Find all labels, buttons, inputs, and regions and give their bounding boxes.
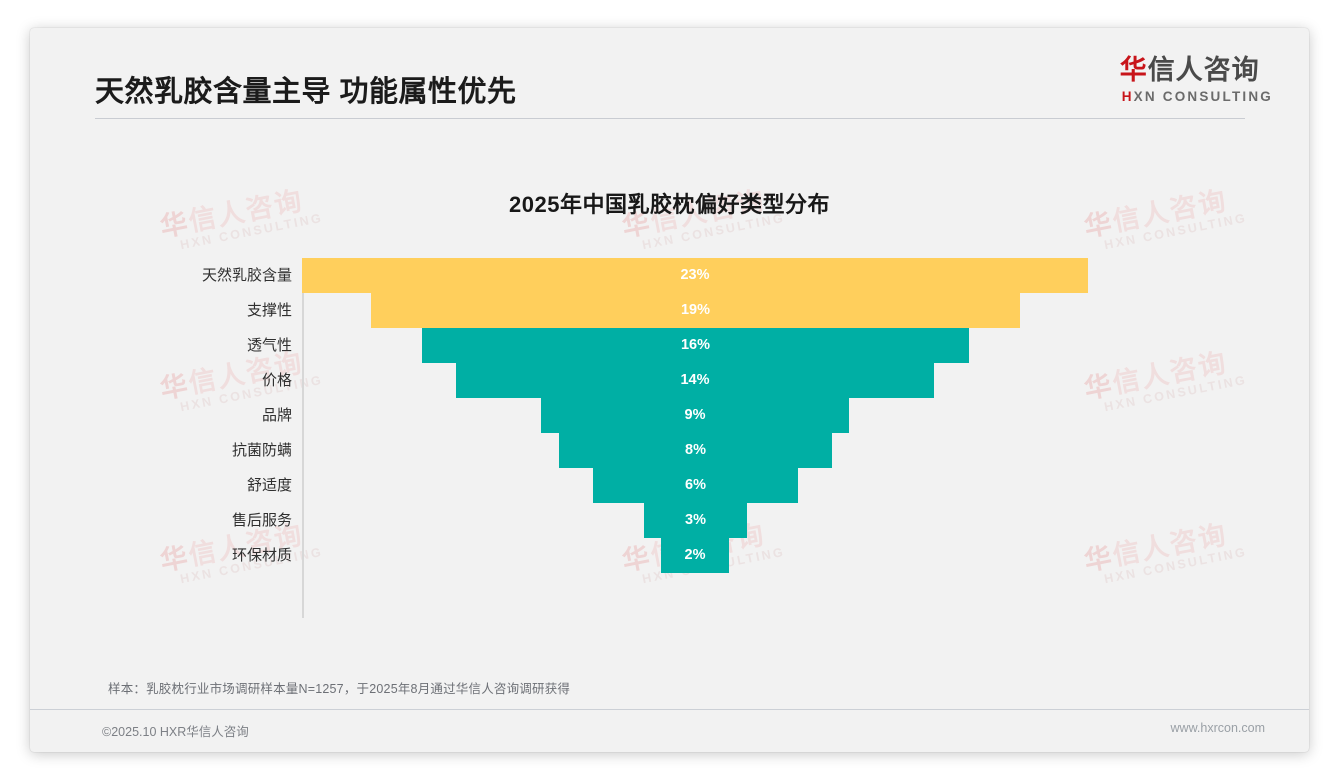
chart-footnote: 样本：乳胶枕行业市场调研样本量N=1257，于2025年8月通过华信人咨询调研获…: [108, 682, 571, 696]
chart-category-label: 品牌: [261, 407, 292, 424]
chart-bar[interactable]: 6%: [593, 468, 798, 503]
header-divider: [95, 118, 1245, 119]
company-logo: 华信人咨询 HXN CONSULTING: [1119, 55, 1273, 104]
chart-category-label: 环保材质: [231, 547, 292, 564]
chart-bar[interactable]: 8%: [559, 433, 832, 468]
logo-chinese-rest: 信人咨询: [1147, 55, 1260, 85]
chart-category-label: 支撑性: [246, 302, 292, 319]
slide-footer: ©2025.10 HXR华信人咨询 www.hxrcon.com: [30, 710, 1309, 752]
chart-row: 支撑性 19%: [30, 293, 1309, 328]
chart-row: 售后服务 3%: [30, 503, 1309, 538]
logo-chinese-red: 华: [1119, 55, 1148, 85]
chart-row: 透气性 16%: [30, 328, 1309, 363]
slide-header: 天然乳胶含量主导 功能属性优先 华信人咨询 HXN CONSULTING: [30, 28, 1309, 148]
chart-row: 抗菌防螨 8%: [30, 433, 1309, 468]
website-link[interactable]: www.hxrcon.com: [1170, 721, 1265, 735]
chart-bar[interactable]: 14%: [456, 363, 934, 398]
chart-category-label: 舒适度: [246, 477, 292, 494]
chart-bar[interactable]: 3%: [644, 503, 747, 538]
chart-bar[interactable]: 9%: [541, 398, 849, 433]
logo-english: HXN CONSULTING: [1122, 89, 1273, 104]
chart-category-label: 透气性: [246, 337, 292, 354]
copyright-text: ©2025.10 HXR华信人咨询: [102, 725, 249, 739]
chart-title: 2025年中国乳胶枕偏好类型分布: [509, 192, 830, 217]
chart-bar[interactable]: 16%: [422, 328, 969, 363]
logo-chinese: 华信人咨询: [1119, 55, 1273, 86]
slide-card: 华信人咨询 HXN CONSULTING 华信人咨询 HXN CONSULTIN…: [30, 28, 1309, 752]
footer-divider: [30, 709, 1309, 710]
chart-bar[interactable]: 2%: [661, 538, 729, 573]
chart-axis-line: [302, 258, 304, 618]
chart-bar[interactable]: 23%: [302, 258, 1088, 293]
chart-category-label: 天然乳胶含量: [201, 267, 292, 284]
logo-english-rest: XN CONSULTING: [1133, 88, 1273, 104]
chart-row: 价格 14%: [30, 363, 1309, 398]
page-title: 天然乳胶含量主导 功能属性优先: [95, 76, 517, 108]
funnel-chart-plot: 天然乳胶含量 23% 支撑性 19% 透气性 16% 价格 14% 品牌 9% 抗菌防螨 8% 舒适度 6…: [30, 258, 1309, 628]
chart-row: 天然乳胶含量 23%: [30, 258, 1309, 293]
chart-category-label: 价格: [261, 372, 292, 389]
chart-row: 环保材质 2%: [30, 538, 1309, 573]
chart-row: 舒适度 6%: [30, 468, 1309, 503]
chart-category-label: 抗菌防螨: [231, 442, 292, 459]
chart-bar[interactable]: 19%: [371, 293, 1020, 328]
chart-category-label: 售后服务: [231, 512, 292, 529]
chart-row: 品牌 9%: [30, 398, 1309, 433]
chart-area: 2025年中国乳胶枕偏好类型分布 天然乳胶含量 23% 支撑性 19% 透气性 16% 价格…: [30, 148, 1309, 752]
logo-english-red: H: [1121, 88, 1134, 104]
